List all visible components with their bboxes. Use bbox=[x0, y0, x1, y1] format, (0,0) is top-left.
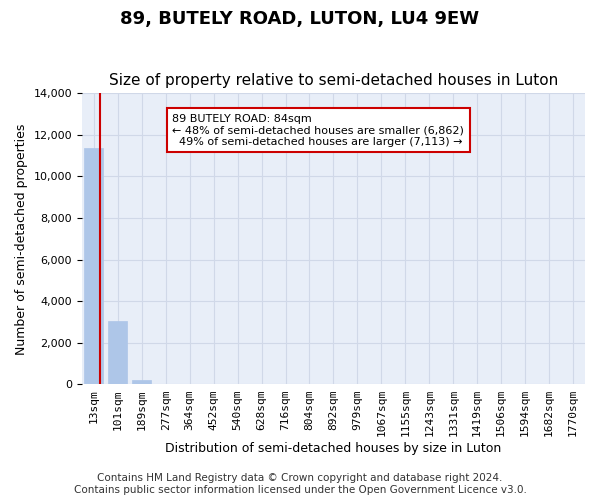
Bar bbox=[132, 380, 151, 384]
Text: 89, BUTELY ROAD, LUTON, LU4 9EW: 89, BUTELY ROAD, LUTON, LU4 9EW bbox=[121, 10, 479, 28]
Text: 89 BUTELY ROAD: 84sqm
← 48% of semi-detached houses are smaller (6,862)
  49% of: 89 BUTELY ROAD: 84sqm ← 48% of semi-deta… bbox=[172, 114, 464, 147]
Bar bbox=[84, 148, 103, 384]
Text: Contains HM Land Registry data © Crown copyright and database right 2024.
Contai: Contains HM Land Registry data © Crown c… bbox=[74, 474, 526, 495]
Bar bbox=[108, 321, 127, 384]
Y-axis label: Number of semi-detached properties: Number of semi-detached properties bbox=[15, 123, 28, 354]
X-axis label: Distribution of semi-detached houses by size in Luton: Distribution of semi-detached houses by … bbox=[166, 442, 502, 455]
Title: Size of property relative to semi-detached houses in Luton: Size of property relative to semi-detach… bbox=[109, 73, 558, 88]
